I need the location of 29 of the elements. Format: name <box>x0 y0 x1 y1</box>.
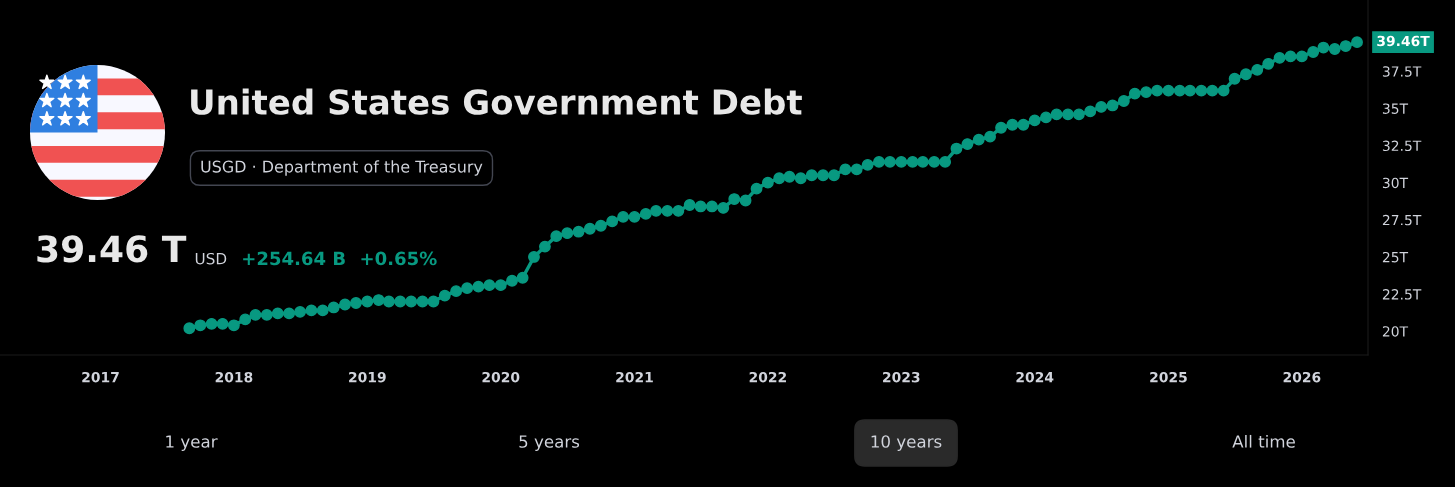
x-tick-label: 2018 <box>215 371 253 383</box>
y-tick-label: 25T <box>1382 251 1409 263</box>
y-tick-label: 27.5T <box>1382 214 1422 226</box>
annotation: 39.46 T <box>37 235 187 263</box>
annotation: USD <box>195 252 227 265</box>
x-tick-label: 2023 <box>883 371 920 383</box>
x-tick-label: 2017 <box>82 371 119 383</box>
x-tick-label: 2019 <box>349 371 386 383</box>
text: 1 year <box>166 435 218 452</box>
y-tick-label: 22.5T <box>1382 289 1422 300</box>
x-tick-label: 2025 <box>1150 371 1187 383</box>
x-tick-label: 2024 <box>1016 371 1054 383</box>
annotation: +254.64 B <box>243 251 345 266</box>
text: USGD · Department of the Treasury <box>201 160 483 176</box>
y-tick-label: 20T <box>1382 326 1409 337</box>
y-tick-label: 32.5T <box>1382 140 1422 152</box>
x-tick-label: 2020 <box>482 371 520 383</box>
text: All time <box>1232 434 1295 448</box>
text: 5 years <box>519 435 580 452</box>
text: 10 years <box>871 435 942 452</box>
x-tick-label: 2021 <box>616 371 653 383</box>
annotation: +0.65% <box>361 251 437 266</box>
y-tick-label: 37.5T <box>1382 66 1422 77</box>
data-label: 39.46T <box>1377 35 1430 47</box>
y-tick-label: 35T <box>1382 103 1409 114</box>
y-tick-label: 30T <box>1382 177 1409 189</box>
x-tick-label: 2026 <box>1283 371 1321 383</box>
text: United States Government Debt <box>191 88 802 115</box>
x-tick-label: 2022 <box>749 371 786 383</box>
